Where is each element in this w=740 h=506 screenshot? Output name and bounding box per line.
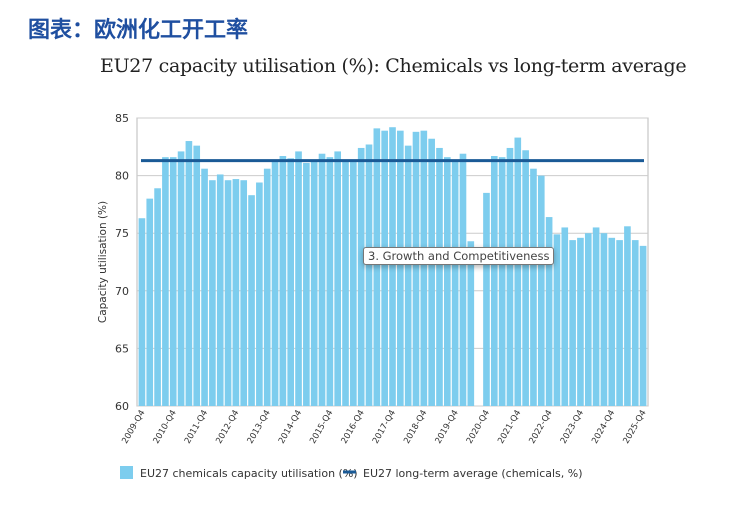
bar [256,182,263,406]
chinese-header: 图表：欧洲化工开工率 [28,18,249,43]
bar [412,131,420,406]
bar [138,218,146,406]
bar [530,168,537,406]
y-tick-label: 75 [115,227,129,240]
bar [600,233,608,406]
x-tick-label: 2021-Q4 [496,409,523,446]
x-tick-label: 2016-Q4 [340,409,367,446]
bar [514,137,522,407]
bar [389,127,396,406]
bar [279,156,287,406]
bar [263,168,271,406]
bar [444,157,451,406]
bar [146,198,154,406]
bar [185,141,193,407]
bar [584,233,592,406]
bar [545,217,553,406]
y-tick-label: 65 [115,342,129,355]
bar [271,159,279,406]
x-tick-label: 2013-Q4 [246,409,273,446]
x-tick-label: 2018-Q4 [402,409,429,446]
bar [350,159,357,406]
tooltip: 3. Growth and Competitiveness [363,247,555,265]
x-tick-label: 2020-Q4 [465,409,492,446]
bar [624,226,631,406]
x-tick-label: 2025-Q4 [621,409,648,446]
bar [561,227,569,406]
bar [616,240,623,406]
x-tick-label: 2017-Q4 [371,409,398,446]
bar [342,159,349,406]
bar [381,130,388,406]
x-tick-label: 2023-Q4 [559,409,586,446]
bar [404,145,412,406]
bar [162,157,169,406]
bar [420,130,428,406]
bar [169,157,177,406]
x-tick-label: 2011-Q4 [183,409,210,446]
bar [483,192,490,406]
bar [577,237,584,406]
bar [216,174,224,406]
bar [537,175,545,406]
bar [248,195,255,406]
x-tick-label: 2009-Q4 [120,409,147,446]
bar [569,240,576,406]
y-tick-label: 85 [115,112,129,125]
bar [365,144,373,406]
x-tick-label: 2022-Q4 [527,409,554,446]
y-axis-label: Capacity utilisation (%) [97,201,109,323]
bar [303,162,310,406]
bar [326,157,334,406]
legend-label-line: EU27 long-term average (chemicals, %) [363,467,583,480]
x-tick-label: 2015-Q4 [308,409,335,446]
bar [224,180,232,406]
y-tick-label: 60 [115,400,129,413]
bar [459,153,467,406]
bar [467,241,475,406]
y-tick-label: 70 [115,285,129,298]
chart-title: EU27 capacity utilisation (%): Chemicals… [100,55,687,77]
bar [506,147,514,406]
bar [498,157,506,406]
bar [428,138,435,406]
bar [177,151,185,406]
bar [287,158,295,406]
bar [209,180,216,406]
legend-swatch-bars [120,466,133,479]
bar [193,145,201,406]
bar [334,151,341,406]
bar [373,128,381,407]
bar [397,130,404,406]
bar [639,245,647,406]
bar [240,180,248,406]
x-tick-label: 2014-Q4 [277,409,304,446]
x-tick-label: 2012-Q4 [214,409,241,446]
bar [490,156,498,406]
bar [154,188,161,406]
bar [451,159,459,406]
bar [295,151,302,406]
bar [310,159,318,406]
bar [436,147,443,406]
bar [631,240,639,406]
bar [522,150,529,406]
x-tick-label: 2010-Q4 [152,409,179,446]
x-tick-label: 2019-Q4 [434,409,461,446]
bar [201,168,208,406]
bar [318,153,326,406]
bar [357,147,365,406]
bar [592,227,600,406]
bar [553,234,561,406]
bar [232,179,240,406]
bar [608,237,616,406]
y-tick-label: 80 [115,170,129,183]
legend-label-bars: EU27 chemicals capacity utilisation (%) [140,467,358,480]
x-tick-label: 2024-Q4 [590,409,617,446]
